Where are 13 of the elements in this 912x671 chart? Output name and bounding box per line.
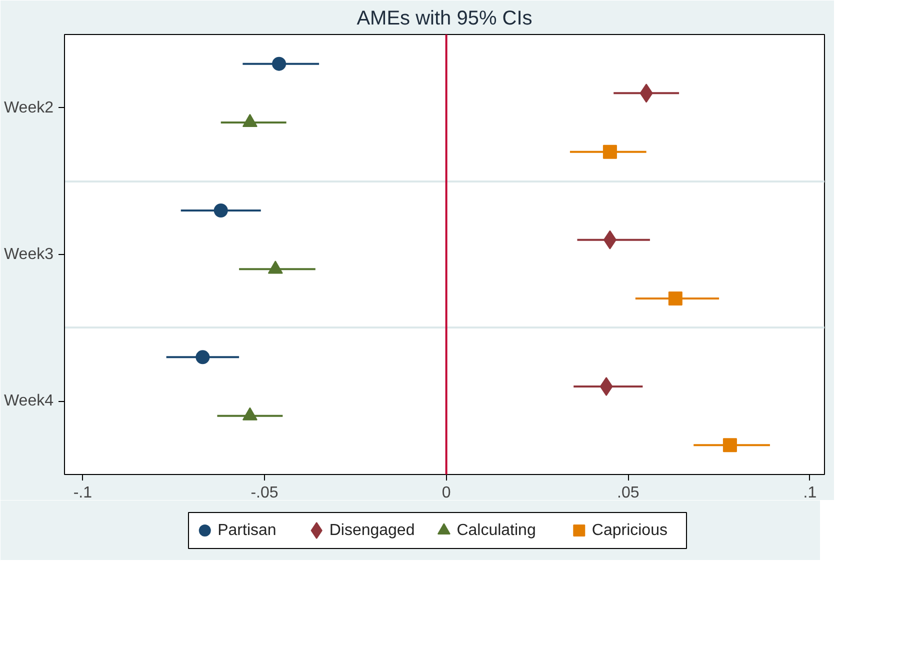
y-tick-label: Week2 (4, 99, 54, 116)
x-tick-label: -.05 (250, 484, 278, 502)
y-tick-label: Week3 (4, 246, 54, 263)
legend-label: Partisan (218, 522, 276, 539)
x-tick-label: .05 (617, 484, 640, 502)
x-tick-label: -.1 (73, 484, 92, 502)
x-tick-label: .1 (803, 484, 817, 502)
legend-label: Disengaged (329, 522, 415, 539)
y-tick-label: Week4 (4, 392, 54, 410)
legend-label: Calculating (456, 522, 536, 539)
x-tick-label: 0 (442, 484, 451, 502)
legend-label: Capricious (592, 522, 668, 539)
chart-title: AMEs with 95% CIs (356, 8, 532, 30)
